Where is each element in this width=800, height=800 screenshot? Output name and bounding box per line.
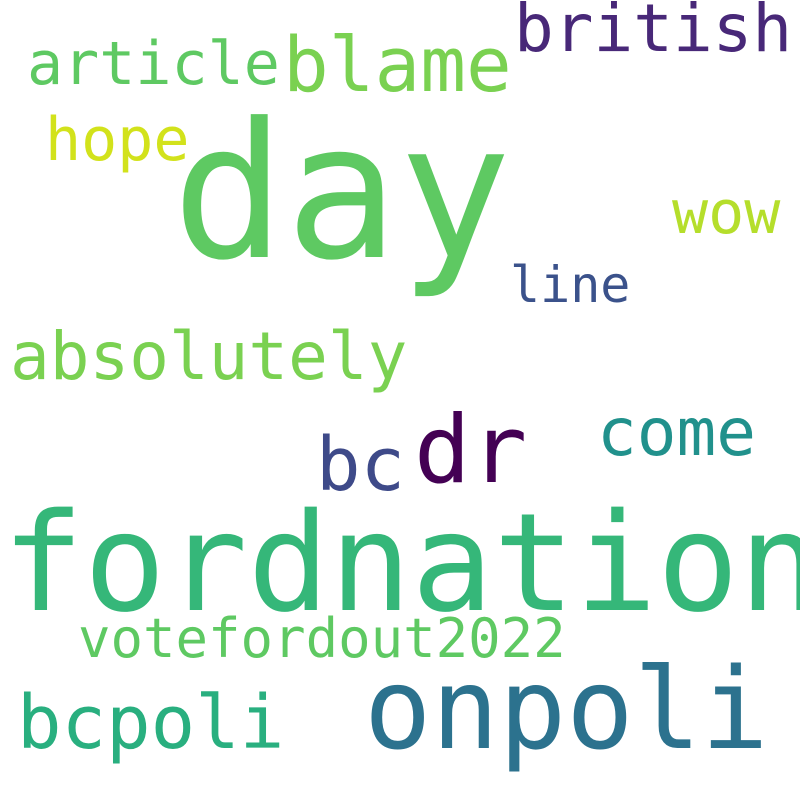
word-hope: hope (45, 105, 190, 175)
word-bcpoli: bcpoli (17, 680, 285, 766)
word-wow: wow (672, 178, 781, 248)
word-come: come (597, 394, 756, 471)
word-dr: dr (414, 396, 528, 505)
word-british: british (514, 0, 793, 67)
word-votefordout2022: votefordout2022 (78, 607, 566, 670)
word-absolutely: absolutely (10, 318, 408, 395)
word-fordnation: fordnation (2, 485, 800, 643)
word-line: line (510, 256, 631, 314)
word-onpoli: onpoli (364, 645, 769, 775)
word-day: day (172, 83, 512, 302)
word-blame: blame (283, 20, 512, 109)
word-bc: bc (316, 422, 406, 508)
word-article: article (27, 29, 280, 99)
